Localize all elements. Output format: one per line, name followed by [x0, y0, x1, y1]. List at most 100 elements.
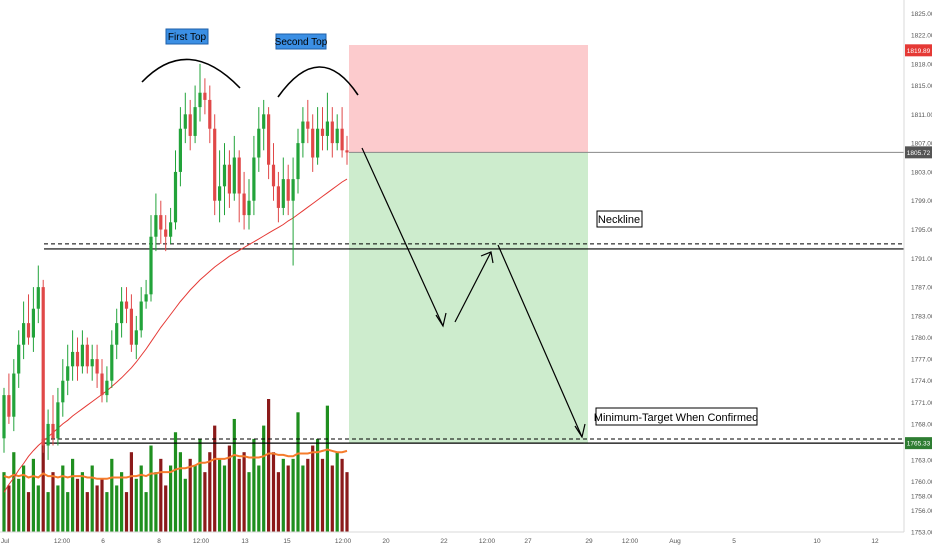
volume-bar: [110, 458, 114, 532]
time-tick-label: 12:00: [622, 538, 639, 545]
second-top-arc[interactable]: [277, 66, 359, 98]
candle: [325, 92, 329, 151]
volume-bar: [169, 465, 173, 532]
volume-bar: [154, 472, 158, 532]
volume-bar: [320, 458, 325, 532]
candle-body: [159, 215, 163, 230]
volume-bar: [203, 472, 207, 532]
candle-body: [291, 179, 295, 201]
candle: [330, 107, 334, 158]
candle: [232, 135, 236, 201]
time-tick-label: Aug: [669, 538, 681, 545]
volume-bar: [139, 465, 143, 532]
candle: [110, 330, 114, 388]
candle: [340, 107, 344, 158]
candle-body: [252, 157, 256, 201]
candle-body: [90, 359, 94, 367]
volume-bar: [56, 485, 60, 532]
candle: [95, 344, 99, 388]
price-tick-label: 1818.00: [911, 61, 932, 68]
volume-bar: [149, 445, 153, 532]
candle-body: [325, 121, 329, 136]
stop-loss-zone[interactable]: [349, 45, 588, 153]
volume-bar: [252, 438, 256, 532]
candle: [262, 99, 266, 151]
target-label-box: [595, 407, 758, 426]
price-tick-label: 1807.00: [911, 141, 932, 148]
candle-body: [188, 114, 192, 136]
candle: [193, 85, 197, 144]
volume-bar: [7, 485, 11, 532]
candle: [316, 107, 320, 165]
candle: [237, 150, 241, 223]
volume-bar: [95, 485, 99, 532]
volume-bar: [325, 405, 329, 532]
candle: [139, 287, 143, 338]
candle-body: [105, 380, 109, 396]
candle: [51, 395, 55, 446]
price-badge-label: 1819.89: [907, 48, 931, 55]
price-tick-label: 1825.00: [911, 11, 932, 18]
candle: [306, 99, 310, 144]
candle: [296, 128, 300, 194]
volume-bar: [296, 412, 300, 532]
candle: [198, 63, 202, 122]
time-tick-label: 10: [813, 538, 821, 545]
candle-body: [247, 200, 251, 216]
candle: [213, 114, 217, 216]
candle: [218, 150, 222, 223]
time-tick-label: 12:00: [54, 538, 71, 545]
neckline-label: Neckline: [598, 214, 640, 226]
time-axis[interactable]: Jul 12:00 6 8 12:00 13 15 12:00 20 22 12:00 27 29 12:…: [1, 538, 879, 545]
volume-bar: [71, 458, 75, 532]
price-axis[interactable]: 1825.00 1822.00 1818.00 1815.00 1811.00 1807.…: [911, 11, 932, 536]
candle: [46, 409, 50, 460]
volume-bar: [105, 492, 109, 532]
candle-body: [262, 114, 266, 129]
price-tick-label: 1760.00: [911, 479, 932, 486]
first-top-arc[interactable]: [141, 58, 241, 89]
candle: [257, 107, 261, 172]
candle-body: [51, 423, 55, 439]
volume-bar: [257, 465, 261, 532]
price-tick-label: 1783.00: [911, 313, 932, 320]
candle-body: [71, 351, 75, 367]
candle: [267, 107, 271, 180]
price-tick-label: 1787.00: [911, 285, 932, 292]
take-profit-zone[interactable]: [349, 152, 588, 444]
candle-body: [61, 380, 65, 403]
candle: [345, 135, 349, 165]
price-tick-label: 1777.00: [911, 357, 932, 364]
volume-bar: [242, 452, 246, 532]
candle-body: [41, 287, 45, 446]
volume-bar: [41, 438, 45, 532]
candle: [105, 366, 109, 403]
candle: [183, 92, 187, 144]
candle: [286, 164, 290, 216]
volume-bar: [90, 465, 94, 532]
candle: [159, 200, 163, 244]
candle-body: [36, 287, 40, 309]
time-tick-label: 20: [382, 538, 390, 545]
candle-body: [178, 128, 182, 172]
volume-bar: [164, 485, 168, 532]
price-tick-label: 1815.00: [911, 83, 932, 90]
price-tick-label: 1763.00: [911, 457, 932, 464]
projection-arrows[interactable]: [361, 147, 586, 439]
candle-body: [218, 186, 222, 201]
volume-bar: [124, 492, 129, 532]
candle-body: [306, 121, 310, 129]
time-tick-label: 8: [157, 538, 161, 545]
neckline-label-box: [596, 210, 643, 228]
candle-body: [271, 164, 276, 187]
candle: [276, 171, 280, 223]
candle: [335, 114, 339, 151]
volume-bar: [178, 452, 182, 532]
volume-bar: [115, 485, 119, 532]
candle-body: [320, 128, 325, 136]
candle-body: [75, 351, 80, 367]
candle: [71, 330, 75, 381]
candle-body: [80, 344, 84, 367]
